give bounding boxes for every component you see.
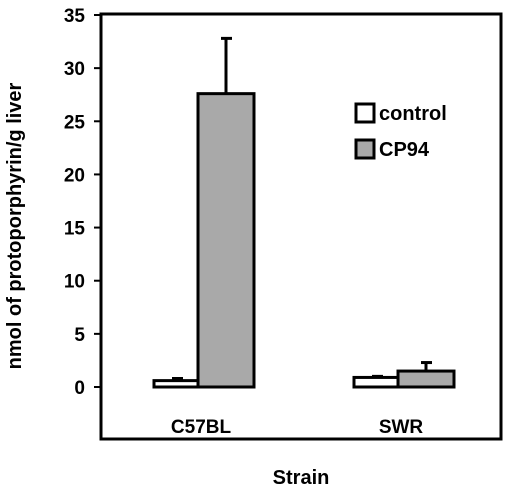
bar-cp94-swr — [396, 369, 456, 389]
y-tick-label: 20 — [64, 165, 85, 186]
bar-control-swr — [352, 375, 402, 389]
x-category-label: C57BL — [171, 417, 232, 438]
plot-frame — [99, 12, 503, 441]
y-axis-title: nmol of protoporphyrin/g liver — [4, 82, 26, 369]
bar-cp94-c57bl — [196, 92, 256, 389]
y-tick-label: 15 — [64, 219, 86, 240]
y-tick-label: 35 — [64, 6, 86, 27]
bar-control-c57bl — [152, 379, 202, 389]
y-tick-label: 10 — [64, 272, 85, 293]
legend-swatch-control — [354, 102, 376, 124]
x-axis: C57BL SWR — [171, 417, 424, 438]
legend-swatch-cp94 — [354, 138, 376, 160]
y-tick-label: 30 — [64, 59, 85, 80]
legend: control CP94 — [354, 102, 447, 161]
y-tick-label: 25 — [64, 112, 86, 133]
legend-label-cp94: CP94 — [379, 139, 430, 161]
y-axis: 0 5 10 15 20 25 30 35 — [64, 6, 101, 399]
y-tick-label: 0 — [74, 378, 85, 399]
legend-label-control: control — [379, 103, 447, 125]
x-axis-title: Strain — [273, 467, 330, 489]
y-tick-label: 5 — [74, 325, 85, 346]
bars-group — [152, 36, 456, 389]
x-category-label: SWR — [379, 417, 424, 438]
